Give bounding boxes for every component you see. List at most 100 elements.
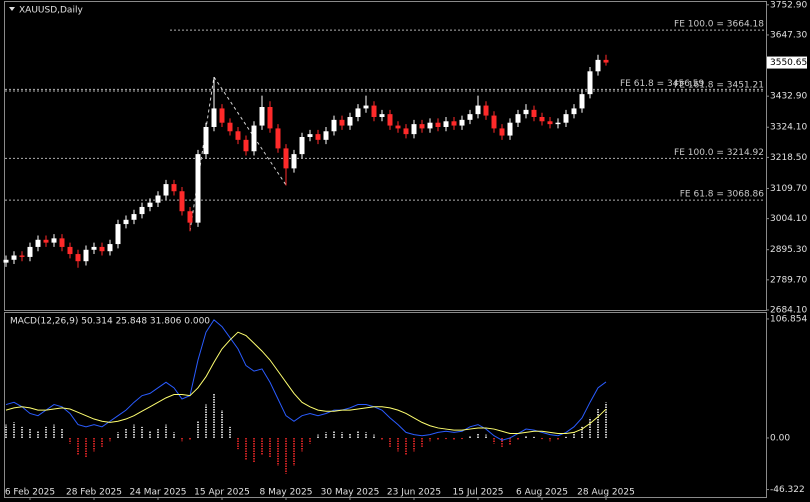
y-tick-label: 3752.90 [770, 0, 807, 10]
candle-body [147, 202, 153, 207]
y-tick-label: 3647.30 [770, 30, 807, 40]
fibo-label: FE 100.0 = 3214.92 [674, 148, 764, 158]
menu-triangle[interactable] [9, 7, 15, 11]
y-tick-label: 3432.90 [770, 92, 807, 102]
candle-body [299, 136, 305, 155]
candle-body [27, 246, 33, 257]
candle-body [179, 191, 185, 212]
candle-body [595, 59, 601, 72]
candle-body [83, 249, 89, 262]
last-price-label: 3550.65 [770, 58, 807, 68]
candle-body [235, 131, 241, 140]
candle-body [387, 114, 393, 126]
candle-body [91, 246, 97, 250]
x-tick-label: 8 May 2025 [260, 488, 313, 498]
candle-body [347, 116, 353, 126]
candle-body [171, 184, 177, 192]
x-tick-label: 6 Aug 2025 [516, 488, 568, 498]
x-tick-label: 28 Feb 2025 [66, 488, 122, 498]
candle-body [131, 214, 137, 220]
candle-body [499, 128, 505, 136]
candle-body [539, 116, 545, 122]
price-pane [4, 1, 767, 311]
candle-body [267, 106, 273, 129]
candle-body [251, 125, 257, 152]
y-tick-label: 3109.70 [770, 184, 807, 194]
fibo-zigzag [189, 75, 287, 232]
x-tick-label: 30 May 2025 [321, 488, 380, 498]
indicator-title: MACD(12,26,9) 50.314 25.848 31.806 0.000 [10, 317, 210, 327]
y-tick-label: -46.322 [770, 485, 805, 495]
macd-line [5, 319, 607, 441]
candle-body [603, 59, 609, 63]
candle-body [435, 122, 441, 127]
candle-body [459, 119, 465, 126]
candle-body [395, 125, 401, 129]
candle-body [307, 134, 313, 137]
candle-body [219, 108, 225, 123]
candle-body [587, 71, 593, 95]
candle-body [107, 244, 113, 252]
candle-body [19, 255, 25, 257]
candle-body [331, 119, 337, 132]
candle-body [467, 114, 473, 120]
y-tick-label: 106.854 [770, 314, 807, 324]
candle-body [403, 128, 409, 135]
candle-body [275, 128, 281, 149]
candle-body [355, 108, 361, 117]
y-tick-label: 2895.30 [770, 245, 807, 255]
candle-body [523, 109, 529, 115]
candle-body [115, 224, 121, 245]
candle-body [491, 115, 497, 129]
candle-body [379, 114, 385, 117]
candle-body [11, 255, 17, 260]
y-tick-label: 3004.10 [770, 214, 807, 224]
candle-body [579, 94, 585, 109]
candle-body [227, 122, 233, 132]
candle-body [451, 121, 457, 126]
candle-body [187, 211, 193, 223]
candle-body [419, 124, 425, 129]
y-tick-label: 3218.50 [770, 153, 807, 163]
fibo-label: FE 161.8 = 3451.21 [674, 80, 764, 90]
candle-body [531, 109, 537, 117]
chart-title: XAUUSD,Daily [19, 6, 83, 16]
x-tick-label: 24 Mar 2025 [129, 488, 186, 498]
y-tick-label: 3324.10 [770, 123, 807, 133]
candle-body [339, 119, 345, 126]
candle-body [35, 239, 41, 247]
y-tick-label: 2789.70 [770, 275, 807, 285]
candle-body [195, 154, 201, 223]
candle-body [283, 148, 289, 169]
x-tick-label: 15 Apr 2025 [194, 488, 250, 498]
candle-body [139, 206, 145, 215]
x-tick-label: 28 Aug 2025 [577, 488, 635, 498]
candle-body [123, 219, 129, 225]
candle-body [371, 105, 377, 117]
candle-body [363, 105, 369, 109]
candle-body [563, 114, 569, 123]
candle-body [411, 124, 417, 135]
candle-body [555, 122, 561, 125]
candle-body [323, 131, 329, 140]
candle-body [243, 139, 249, 152]
y-tick-label: 0.00 [770, 433, 790, 443]
last-price-box [767, 56, 807, 69]
candle-body [483, 105, 489, 116]
candle-body [75, 254, 81, 262]
candle-body [211, 108, 217, 127]
candle-body [315, 134, 321, 140]
x-tick-label: 6 Feb 2025 [5, 488, 55, 498]
candle-body [547, 121, 553, 125]
candle-body [507, 122, 513, 136]
y-tick-label: 2684.10 [770, 306, 807, 316]
fibo-label: FE 100.0 = 3664.18 [674, 20, 764, 30]
candle-body [443, 121, 449, 127]
candle-body [51, 238, 57, 243]
candle-body [43, 239, 49, 243]
candle-body [571, 108, 577, 115]
candle-body [515, 114, 521, 123]
candle-body [203, 126, 209, 155]
